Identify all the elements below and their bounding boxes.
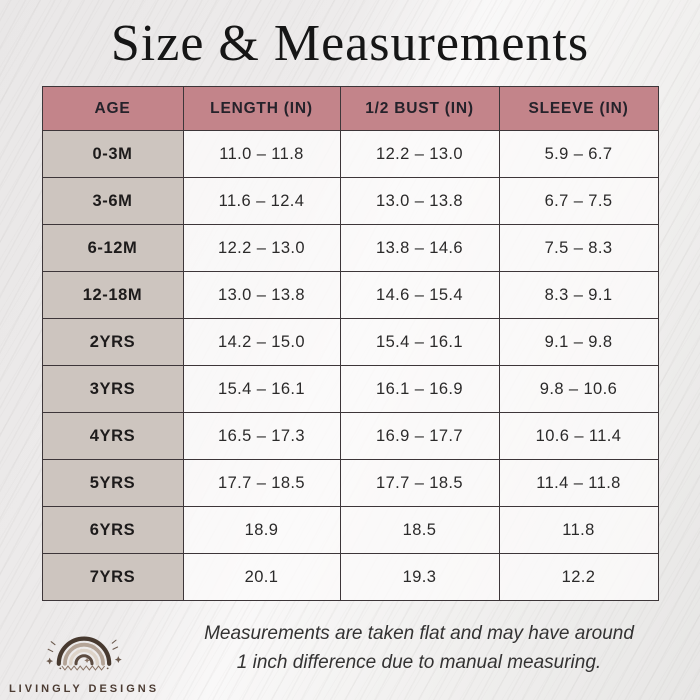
brand-name: LIVINGLY DESIGNS	[8, 682, 160, 695]
col-header-age: AGE	[41, 86, 184, 131]
sleeve-cell: 7.5 – 8.3	[498, 224, 659, 272]
bust-cell: 16.1 – 16.9	[339, 365, 500, 413]
table-row: 3YRS 15.4 – 16.1 16.1 – 16.9 9.8 – 10.6	[41, 365, 659, 413]
sleeve-cell: 10.6 – 11.4	[498, 412, 659, 460]
table-row: 6-12M 12.2 – 13.0 13.8 – 14.6 7.5 – 8.3	[41, 224, 659, 272]
bust-cell: 18.5	[339, 506, 500, 554]
length-cell: 18.9	[182, 506, 341, 554]
table-row: 4YRS 16.5 – 17.3 16.9 – 17.7 10.6 – 11.4	[41, 412, 659, 460]
age-cell: 6-12M	[41, 224, 184, 272]
age-cell: 12-18M	[41, 271, 184, 319]
col-header-sleeve: SLEEVE (IN)	[498, 86, 659, 131]
age-cell: 0-3M	[41, 130, 184, 178]
sleeve-cell: 11.8	[498, 506, 659, 554]
age-cell: 6YRS	[41, 506, 184, 554]
bust-cell: 19.3	[339, 553, 500, 601]
sleeve-cell: 6.7 – 7.5	[498, 177, 659, 225]
brand-logo: LIVINGLY DESIGNS	[0, 616, 168, 695]
col-header-bust: 1/2 BUST (IN)	[339, 86, 500, 131]
table-header-row: AGE LENGTH (IN) 1/2 BUST (IN) SLEEVE (IN…	[41, 86, 659, 131]
table-row: 5YRS 17.7 – 18.5 17.7 – 18.5 11.4 – 11.8	[41, 459, 659, 507]
age-cell: 2YRS	[41, 318, 184, 366]
size-measurements-table: AGE LENGTH (IN) 1/2 BUST (IN) SLEEVE (IN…	[41, 86, 659, 601]
age-cell: 4YRS	[41, 412, 184, 460]
sleeve-cell: 12.2	[498, 553, 659, 601]
footer: LIVINGLY DESIGNS Measurements are taken …	[0, 610, 700, 700]
age-cell: 7YRS	[41, 553, 184, 601]
table-row: 3-6M 11.6 – 12.4 13.0 – 13.8 6.7 – 7.5	[41, 177, 659, 225]
measurement-note: Measurements are taken flat and may have…	[168, 619, 700, 692]
bust-cell: 15.4 – 16.1	[339, 318, 500, 366]
length-cell: 13.0 – 13.8	[182, 271, 341, 319]
sleeve-cell: 9.8 – 10.6	[498, 365, 659, 413]
table-row: 7YRS 20.1 19.3 12.2	[41, 553, 659, 601]
sleeve-cell: 9.1 – 9.8	[498, 318, 659, 366]
length-cell: 11.0 – 11.8	[182, 130, 341, 178]
length-cell: 15.4 – 16.1	[182, 365, 341, 413]
table-row: 12-18M 13.0 – 13.8 14.6 – 15.4 8.3 – 9.1	[41, 271, 659, 319]
length-cell: 20.1	[182, 553, 341, 601]
table-row: 2YRS 14.2 – 15.0 15.4 – 16.1 9.1 – 9.8	[41, 318, 659, 366]
note-line-1: Measurements are taken flat and may have…	[204, 622, 634, 644]
length-cell: 12.2 – 13.0	[182, 224, 341, 272]
sleeve-cell: 5.9 – 6.7	[498, 130, 659, 178]
rainbow-logo-icon	[42, 618, 126, 681]
age-cell: 3-6M	[41, 177, 184, 225]
age-cell: 3YRS	[41, 365, 184, 413]
bust-cell: 16.9 – 17.7	[339, 412, 500, 460]
sleeve-cell: 11.4 – 11.8	[498, 459, 659, 507]
length-cell: 11.6 – 12.4	[182, 177, 341, 225]
bust-cell: 12.2 – 13.0	[339, 130, 500, 178]
page-title: Size & Measurements	[110, 15, 590, 72]
length-cell: 17.7 – 18.5	[182, 459, 341, 507]
col-header-length: LENGTH (IN)	[182, 86, 341, 131]
sleeve-cell: 8.3 – 9.1	[498, 271, 659, 319]
age-cell: 5YRS	[41, 459, 184, 507]
note-line-2: 1 inch difference due to manual measurin…	[236, 652, 602, 673]
length-cell: 14.2 – 15.0	[182, 318, 341, 366]
bust-cell: 13.0 – 13.8	[339, 177, 500, 225]
table-row: 6YRS 18.9 18.5 11.8	[41, 506, 659, 554]
bust-cell: 13.8 – 14.6	[339, 224, 500, 272]
bust-cell: 14.6 – 15.4	[339, 271, 500, 319]
table-row: 0-3M 11.0 – 11.8 12.2 – 13.0 5.9 – 6.7	[41, 130, 659, 178]
length-cell: 16.5 – 17.3	[182, 412, 341, 460]
bust-cell: 17.7 – 18.5	[339, 459, 500, 507]
